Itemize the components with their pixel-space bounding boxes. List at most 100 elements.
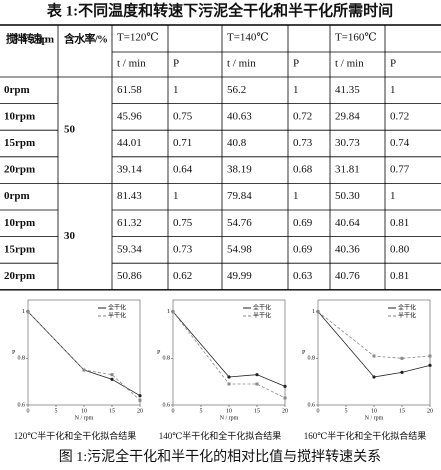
cell: 59.34 [117, 243, 142, 255]
cell: 45.96 [117, 110, 142, 122]
y-tick-label: 0.6 [18, 402, 26, 408]
x-tick-label: 0 [27, 408, 30, 414]
fit-line [317, 311, 431, 359]
y-tick-label: 0.6 [308, 402, 316, 408]
cell: 50.30 [335, 190, 360, 202]
cell: 61.32 [117, 217, 142, 229]
cell: 38.19 [227, 164, 252, 176]
y-tick-label: 0.8 [308, 356, 316, 362]
y-tick-label: 0.8 [18, 356, 26, 362]
figure-subcaption: 140℃半干化和全干化拟合结果 [159, 430, 282, 441]
y-tick-label: 0.6 [163, 402, 171, 408]
cell: 41.35 [335, 84, 360, 96]
data-point [372, 354, 376, 358]
x-axis-label: N / rpm [75, 415, 94, 421]
data-point [227, 382, 231, 386]
y-tick-label: 1 [312, 309, 315, 315]
cell: 1 [390, 84, 396, 96]
legend-label: 全干化 [253, 303, 271, 311]
data-point [372, 375, 376, 379]
header-p: P [173, 58, 179, 70]
cell: 0.81 [390, 270, 409, 282]
cell: 0.73 [293, 137, 313, 149]
row-speed: 20rpm [4, 164, 35, 176]
cell: 61.58 [117, 84, 142, 96]
cell: 0.75 [173, 217, 193, 229]
cell: 40.76 [335, 270, 360, 282]
y-tick-label: 0.8 [163, 356, 171, 362]
data-point [110, 373, 114, 377]
data-point [400, 370, 404, 374]
fit-line [27, 311, 141, 401]
cell: 44.01 [117, 137, 142, 149]
row-speed: 20rpm [4, 270, 35, 282]
figure-subcaption: 160℃半干化和全干化拟合结果 [304, 430, 427, 441]
figure-caption: 图 1:污泥全干化和半干化的相对比值与搅拌转速关系 [59, 448, 381, 465]
row-speed: 0rpm [4, 190, 30, 202]
legend-label: 半干化 [253, 311, 271, 319]
cell: 31.81 [335, 164, 360, 176]
data-point [428, 354, 432, 358]
cell: 0.74 [390, 137, 410, 149]
x-tick-label: 10 [226, 408, 232, 414]
moisture-value: 30 [64, 230, 76, 242]
data-point [82, 368, 86, 372]
cell: 0.72 [390, 110, 409, 122]
header-temp: T=140℃ [227, 32, 269, 44]
x-tick-label: 15 [399, 408, 405, 414]
x-axis-label: N / rpm [365, 415, 384, 421]
x-tick-label: 15 [109, 408, 115, 414]
y-tick-label: 1 [167, 309, 170, 315]
cell: 40.8 [227, 137, 247, 149]
x-tick-label: 5 [55, 408, 58, 414]
cell: 49.99 [227, 270, 252, 282]
header-p: P [390, 58, 396, 70]
legend-label: 全干化 [398, 303, 416, 311]
x-tick-label: 10 [81, 408, 87, 414]
fit-line [172, 311, 286, 399]
cell: 79.84 [227, 190, 252, 202]
x-tick-label: 0 [172, 408, 175, 414]
row-speed: 15rpm [4, 243, 35, 255]
y-axis-label: P [12, 350, 16, 356]
data-point [255, 373, 259, 377]
x-tick-label: 10 [371, 408, 377, 414]
cell: 81.43 [117, 190, 142, 202]
x-tick-label: 5 [345, 408, 348, 414]
x-tick-label: 20 [282, 408, 288, 414]
cell: 56.2 [227, 84, 246, 96]
cell: 1 [390, 190, 396, 202]
data-point [227, 375, 231, 379]
cell: 0.73 [173, 243, 193, 255]
header-t: t / min [117, 58, 146, 70]
header-t: t / min [335, 58, 364, 70]
fit-line [27, 311, 141, 397]
header-p: P [293, 58, 299, 70]
cell: 0.64 [173, 164, 193, 176]
cell: 54.98 [227, 243, 252, 255]
header-temp: T=160℃ [335, 32, 377, 44]
cell: 0.63 [293, 270, 313, 282]
x-tick-label: 15 [254, 408, 260, 414]
fit-line [172, 311, 286, 387]
cell: 0.77 [390, 164, 410, 176]
data-point [138, 394, 142, 398]
cell: 0.80 [390, 243, 410, 255]
cell: 0.68 [293, 164, 313, 176]
cell: 30.73 [335, 137, 360, 149]
cell: 40.36 [335, 243, 360, 255]
x-tick-label: 20 [427, 408, 433, 414]
figure-subcaption: 120℃半干化和全干化拟合结果 [14, 430, 137, 441]
data-point [171, 310, 175, 314]
y-tick-label: 1 [22, 309, 25, 315]
cell: 54.76 [227, 217, 252, 229]
cell: 0.69 [293, 217, 313, 229]
data-point [138, 398, 142, 402]
row-speed: 10rpm [4, 110, 35, 122]
cell: 0.81 [390, 217, 409, 229]
legend-label: 全干化 [108, 303, 126, 311]
row-speed: 10rpm [4, 217, 35, 229]
cell: 1 [293, 84, 299, 96]
cell: 1 [173, 190, 179, 202]
fit-line [317, 311, 431, 378]
